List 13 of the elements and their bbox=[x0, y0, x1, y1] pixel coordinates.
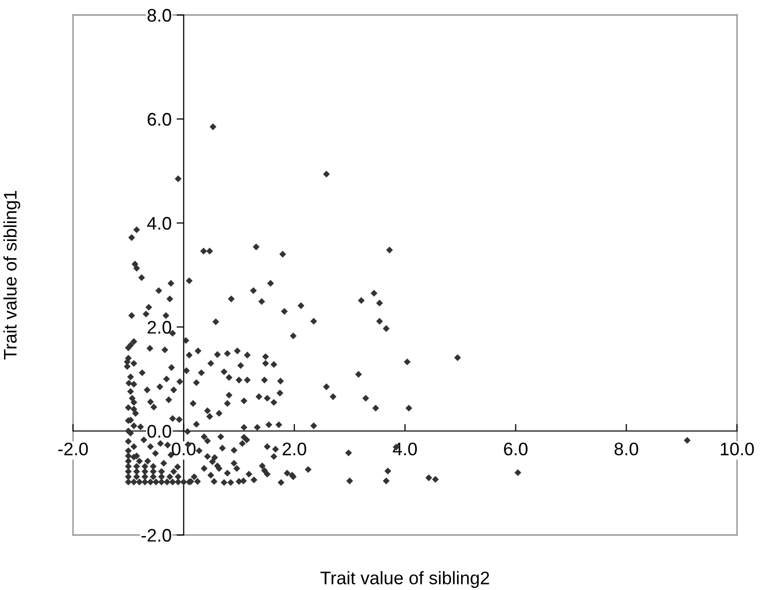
x-tick-label: 2.0 bbox=[282, 442, 306, 456]
y-tick-label: 4.0 bbox=[147, 216, 172, 230]
y-tick-label: -2.0 bbox=[142, 528, 172, 542]
x-tick-label: -2.0 bbox=[58, 442, 88, 456]
y-tick-label: 2.0 bbox=[148, 320, 172, 334]
x-axis-title: Trait value of sibling2 bbox=[320, 571, 490, 588]
y-tick-label: 0.0 bbox=[147, 424, 172, 438]
x-tick-label: 10.0 bbox=[720, 442, 754, 456]
y-tick-label: 6.0 bbox=[148, 112, 172, 126]
y-tick-label: 8.0 bbox=[148, 8, 172, 22]
y-axis-title: Trait value of sibling1 bbox=[3, 190, 20, 360]
x-tick-label: 6.0 bbox=[504, 442, 528, 456]
x-tick-label: 8.0 bbox=[614, 442, 638, 456]
